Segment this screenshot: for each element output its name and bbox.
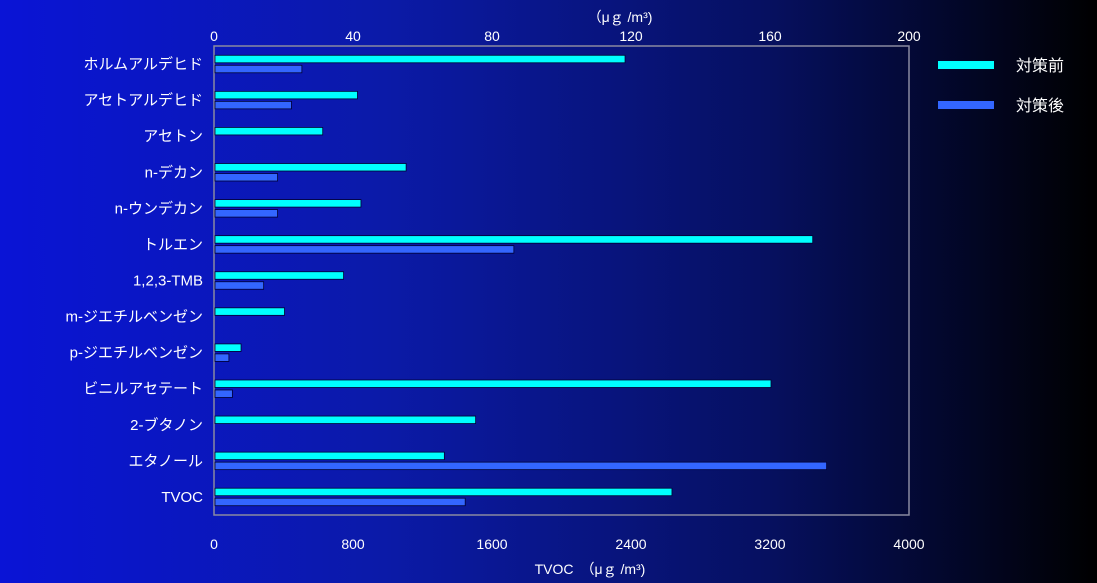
bar-after (214, 281, 265, 290)
category-label: アセトン (143, 128, 203, 145)
category-label: トルエン (143, 236, 203, 253)
category-label: 1,2,3-TMB (133, 273, 203, 290)
category-label: ホルムアルデヒド (83, 55, 203, 73)
top-tick-label: 120 (619, 28, 643, 44)
bar-before (214, 415, 477, 424)
bar-after (214, 173, 278, 182)
bar-after (214, 461, 827, 471)
bar-before (214, 54, 626, 64)
bottom-axis-label: TVOC （μｇ /m³) (535, 561, 646, 578)
bar-before (214, 307, 285, 316)
top-axis-unit-label: （μｇ /m³) (588, 9, 653, 26)
bottom-tick-label: 3200 (754, 536, 785, 552)
bar-after (214, 245, 515, 254)
category-label: 2-ブタノン (130, 416, 203, 434)
top-tick-label: 40 (345, 28, 361, 44)
category-label: n-ウンデカン (115, 199, 203, 217)
bottom-tick-label: 2400 (615, 536, 646, 552)
bar-before (214, 451, 445, 461)
category-label: m-ジエチルベンゼン (66, 309, 204, 326)
category-label: エタノール (128, 453, 203, 470)
legend-label: 対策前 (1016, 57, 1064, 75)
category-label: アセトアルデヒド (83, 91, 203, 109)
category-label: p-ジエチルベンゼン (70, 345, 203, 362)
bottom-tick-label: 4000 (893, 536, 924, 552)
top-tick-label: 0 (210, 28, 218, 44)
legend-swatch (938, 61, 994, 69)
bar-after (214, 209, 278, 218)
bar-after (214, 100, 292, 110)
bar-before (214, 271, 344, 280)
bottom-tick-label: 0 (210, 536, 218, 552)
top-tick-label: 160 (758, 28, 782, 44)
bottom-tick-label: 800 (341, 536, 365, 552)
bar-after (214, 497, 466, 507)
category-label: TVOC (161, 489, 203, 506)
bottom-tick-label: 1600 (476, 536, 507, 552)
top-tick-label: 200 (897, 28, 921, 44)
bar-before (214, 235, 814, 244)
bar-before (214, 163, 407, 172)
category-label: n-デカン (145, 163, 203, 181)
bar-after (214, 353, 230, 362)
plot-frame (213, 45, 910, 516)
bar-before (214, 343, 242, 352)
category-label: ビニルアセテート (83, 381, 203, 398)
top-tick-label: 80 (484, 28, 500, 44)
bar-before (214, 379, 772, 388)
bar-after (214, 64, 303, 74)
bar-before (214, 90, 358, 100)
legend-label: 対策後 (1016, 97, 1064, 115)
bar-before (214, 199, 362, 208)
bar-before (214, 127, 324, 136)
bar-after (214, 389, 233, 398)
legend-swatch (938, 101, 994, 109)
bar-before (214, 487, 673, 497)
